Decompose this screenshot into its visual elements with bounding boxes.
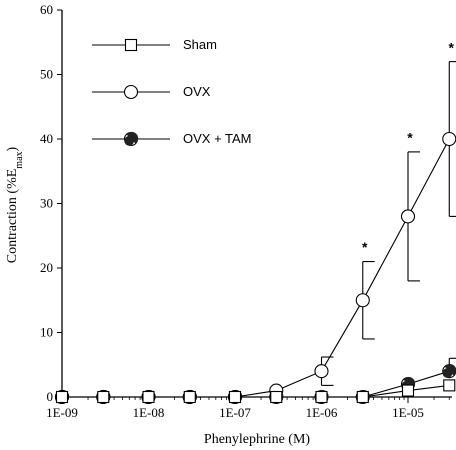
y-tick-label: 40 bbox=[40, 131, 53, 146]
legend: Sham OVX OVX + TAM bbox=[92, 37, 252, 147]
ovx-point bbox=[355, 293, 370, 308]
series-line-0 bbox=[62, 384, 450, 398]
y-tick-label: 60 bbox=[40, 2, 53, 17]
series-lines bbox=[62, 138, 450, 398]
y-tick-label: 10 bbox=[40, 325, 53, 340]
y-tick-label: 50 bbox=[40, 67, 53, 82]
sham-point bbox=[228, 390, 242, 404]
series-line-1 bbox=[62, 138, 450, 398]
y-ticks: 0 10 20 30 40 50 60 bbox=[40, 2, 62, 404]
sham-point bbox=[356, 390, 369, 404]
y-tick-label: 0 bbox=[47, 389, 54, 404]
legend-label: Sham bbox=[183, 37, 217, 52]
x-ticks: 1E-09 1E-08 1E-07 1E-06 1E-05 bbox=[46, 397, 450, 420]
significance-star: * bbox=[407, 130, 413, 146]
legend-label: OVX bbox=[183, 84, 211, 99]
ovx-tam-point-core bbox=[124, 135, 135, 146]
significance-star: * bbox=[449, 39, 455, 55]
sham-point bbox=[142, 390, 155, 404]
x-axis-title: Phenylephrine (M) bbox=[204, 432, 310, 447]
x-tick-label: 1E-05 bbox=[392, 405, 424, 420]
significance-star: * bbox=[362, 239, 368, 255]
sham-point bbox=[443, 379, 456, 392]
x-tick-label: 1E-07 bbox=[219, 405, 251, 420]
y-tick-label: 30 bbox=[40, 196, 53, 211]
legend-label: OVX + TAM bbox=[183, 131, 252, 146]
sham-point bbox=[183, 390, 196, 404]
x-tick-label: 1E-09 bbox=[46, 405, 78, 420]
ovx-point bbox=[400, 209, 416, 224]
series-markers bbox=[54, 131, 456, 405]
x-tick-label: 1E-06 bbox=[306, 405, 338, 420]
ovx-point bbox=[314, 364, 329, 379]
ovx-point bbox=[442, 131, 456, 147]
sham-point bbox=[97, 390, 110, 404]
sham-point bbox=[401, 384, 415, 397]
ovx-tam-point bbox=[442, 364, 456, 379]
ovx-point bbox=[123, 84, 139, 100]
ovx-tam-point-core bbox=[442, 368, 453, 378]
y-tick-label: 20 bbox=[40, 260, 53, 275]
axes bbox=[61, 10, 452, 398]
significance-markers: * * * bbox=[362, 39, 455, 255]
sham-point bbox=[270, 390, 283, 404]
x-tick-label: 1E-08 bbox=[133, 405, 165, 420]
ovx-tam-point bbox=[123, 131, 139, 147]
sham-point bbox=[315, 390, 328, 404]
sham-point bbox=[55, 390, 69, 404]
sham-point bbox=[124, 38, 138, 52]
y-axis-title: Contraction (%Emax) bbox=[5, 146, 25, 263]
